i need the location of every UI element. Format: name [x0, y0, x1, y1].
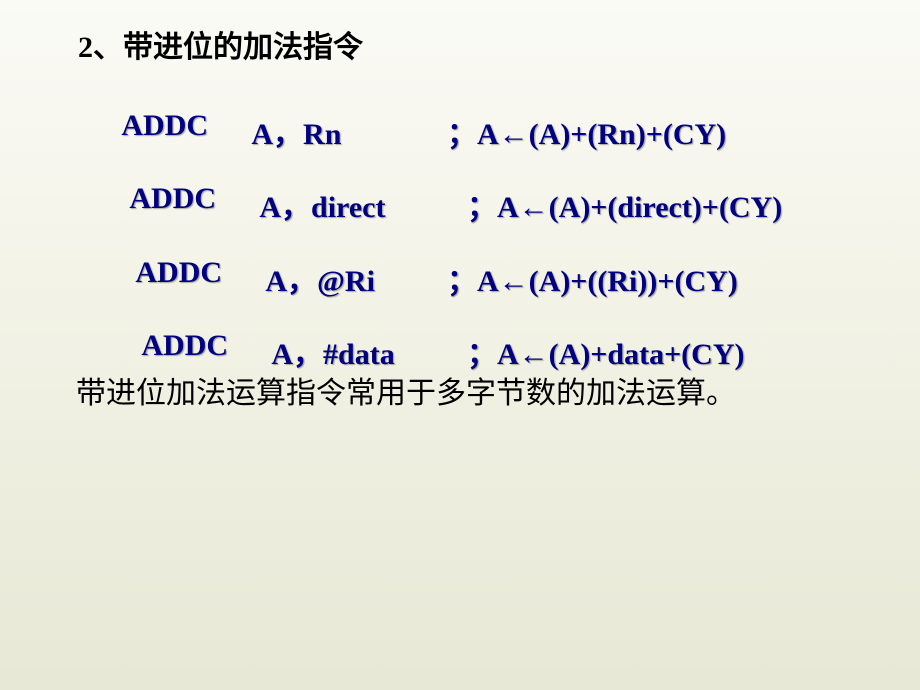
instruction-row: A，#data — [258, 295, 395, 373]
comment: ；A←(A)+((Ri))+(CY) — [447, 265, 738, 298]
section-title: 带进位的加法指令 — [123, 31, 363, 64]
instruction-row: ；A←(A)+((Ri))+(CY) — [432, 222, 738, 300]
mnemonic: ADDC — [135, 256, 222, 289]
operands: A，@Ri — [265, 265, 375, 298]
instruction-row: ADDC — [116, 148, 216, 216]
mnemonic: ADDC — [141, 329, 228, 362]
operands: A，Rn — [251, 118, 341, 151]
instruction-row: ；A←(A)+data+(CY) — [452, 295, 745, 373]
instruction-row: ；A←(A)+(Rn)+(CY) — [432, 75, 726, 153]
note-text: 带进位加法运算指令常用于多字节数的加法运算。 — [76, 368, 736, 412]
mnemonic: ADDC — [121, 109, 208, 142]
comment: ；A←(A)+(Rn)+(CY) — [447, 118, 726, 151]
instruction-row: A，Rn — [238, 75, 341, 153]
instruction-row: ADDC — [122, 222, 222, 290]
section-number: 2、 — [78, 31, 123, 64]
instruction-row: ADDC — [128, 295, 228, 363]
mnemonic: ADDC — [129, 182, 216, 215]
instruction-row: A，@Ri — [252, 222, 375, 300]
section-heading: 2、带进位的加法指令 — [78, 22, 363, 66]
operands: A，#data — [271, 338, 394, 371]
comment: ；A←(A)+data+(CY) — [467, 338, 745, 371]
operands: A，direct — [259, 191, 385, 224]
instruction-row: ADDC — [108, 75, 208, 143]
comment: ；A←(A)+(direct)+(CY) — [467, 191, 782, 224]
instruction-row: ；A←(A)+(direct)+(CY) — [452, 148, 782, 226]
instruction-row: A，direct — [246, 148, 385, 226]
